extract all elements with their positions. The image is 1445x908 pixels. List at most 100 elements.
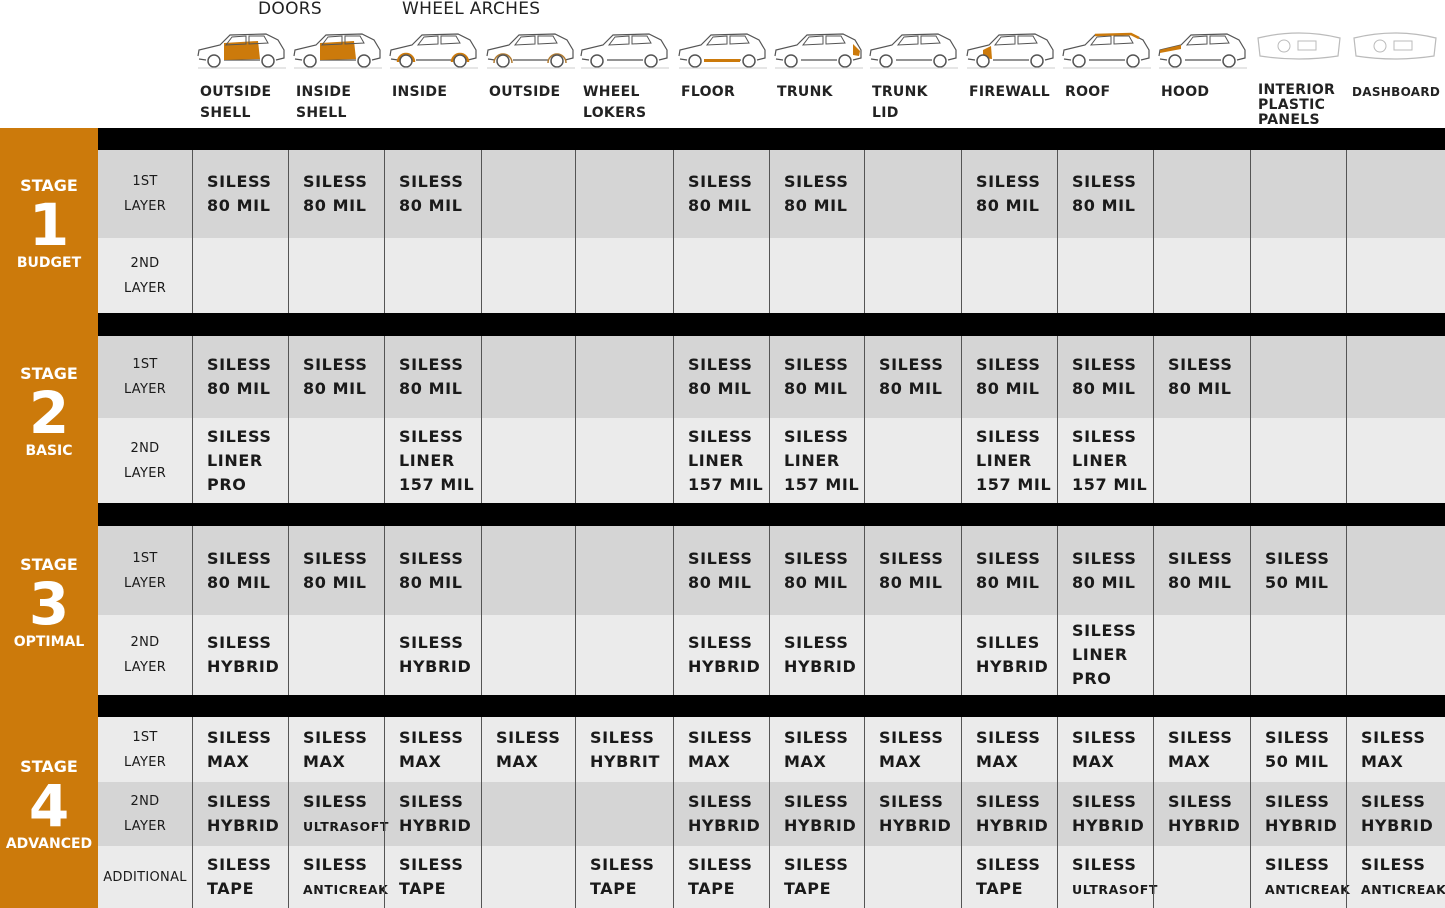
- stage-column: [0, 128, 98, 908]
- table-cell: [1250, 238, 1346, 313]
- cell-text: SILESS HYBRID: [399, 633, 472, 676]
- table-cell: SILESS MAX: [1057, 717, 1153, 782]
- column-label: INSIDE: [392, 84, 448, 100]
- layer-label: 1ST LAYER: [123, 357, 167, 397]
- table-cell: SILESS 80 MIL: [864, 336, 961, 418]
- cell-text: SILESS LINER 157 MIL: [1072, 426, 1148, 494]
- table-cell: SILESS 80 MIL: [961, 150, 1057, 238]
- layer-label: 1ST LAYER: [123, 174, 167, 214]
- table-cell: SILESS LINER PRO: [1057, 615, 1153, 695]
- column-label: ROOF: [1065, 84, 1111, 100]
- table-cell: SILESS 80 MIL: [192, 150, 288, 238]
- table-cell: [384, 238, 481, 313]
- stage-name: BASIC: [25, 442, 73, 459]
- table-cell: [288, 238, 384, 313]
- stage-word: STAGE: [20, 554, 78, 574]
- column-label: FLOOR: [681, 84, 736, 100]
- cell-text: SILESS ANTICREAK: [1265, 854, 1351, 897]
- table-cell: SILESS 80 MIL: [769, 526, 864, 615]
- car-wheel-arches-highlight-icon: [388, 26, 480, 74]
- stage-name: OPTIMAL: [13, 633, 85, 650]
- column-label: INSIDE SHELL: [296, 84, 352, 121]
- cell-text: SILESS ULTRASOFT: [1072, 854, 1158, 897]
- stage-number: 3: [28, 569, 70, 638]
- table-cell: [481, 238, 575, 313]
- stage-divider: [98, 503, 1445, 526]
- table-cell: [1057, 238, 1153, 313]
- table-cell: SILESS 50 MIL: [1250, 717, 1346, 782]
- table-cell: SILESS LINER 157 MIL: [673, 418, 769, 503]
- cell-text: SILESS MAX: [784, 727, 849, 771]
- table-cell: SILESS ANTICREAK: [288, 846, 388, 908]
- cell-text: SILESS HYBRID: [1361, 792, 1434, 835]
- table-cell: [192, 238, 288, 313]
- table-cell: [1153, 150, 1250, 238]
- table-cell: SILLES HYBRID: [961, 615, 1057, 695]
- table-cell: [1346, 336, 1445, 418]
- column-header: TRUNK: [769, 26, 864, 126]
- table-cell: SILESS MAX: [1153, 717, 1250, 782]
- table-cell: SILESS LINER 157 MIL: [384, 418, 481, 503]
- table-cell: [1250, 615, 1346, 695]
- table-cell: [1346, 418, 1445, 503]
- stage-name: BUDGET: [16, 254, 82, 271]
- cell-text: SILESS 80 MIL: [688, 172, 753, 215]
- cell-text: SILESS MAX: [303, 727, 368, 771]
- cell-text: SILLES HYBRID: [976, 633, 1049, 676]
- table-cell: SILESS TAPE: [769, 846, 864, 908]
- cell-text: SILESS 80 MIL: [207, 355, 272, 398]
- layer-label: 2ND LAYER: [123, 440, 167, 481]
- table-cell: SILESS 80 MIL: [1057, 150, 1153, 238]
- column-header: DASHBOARD: [1346, 26, 1445, 126]
- table-row: 1ST LAYER SILESS 80 MIL SILESS 80 MIL SILES…: [98, 150, 1445, 238]
- dashboard-icon: [1350, 26, 1440, 72]
- cell-text: SILESS 50 MIL: [1265, 548, 1330, 592]
- car-doors-highlight-icon: [196, 26, 288, 74]
- table-cell: [1250, 418, 1346, 503]
- table-cell: SILESS 80 MIL: [1057, 526, 1153, 615]
- cell-text: SILESS MAX: [976, 727, 1041, 771]
- table-cell: [864, 238, 961, 313]
- table-row: 1ST LAYER SILESS MAX SILESS MAX SILESS MAX S…: [98, 717, 1445, 782]
- table-cell: SILESS HYBRID: [192, 615, 288, 695]
- group-label-doors: DOORS: [258, 0, 322, 19]
- cell-text: SILESS 80 MIL: [1168, 355, 1233, 398]
- cell-text: SILESS 80 MIL: [879, 355, 944, 398]
- table-cell: SILESS 80 MIL: [769, 336, 864, 418]
- table-cell: SILESS ULTRASOFT: [1057, 846, 1157, 908]
- cell-text: SILESS 80 MIL: [399, 355, 464, 398]
- table-cell: [1153, 418, 1250, 503]
- cell-text: SILESS HYBRID: [879, 792, 952, 835]
- table-cell: [575, 238, 673, 313]
- stage-word: STAGE: [20, 175, 78, 195]
- table-cell: [1153, 238, 1250, 313]
- layer-label: ADDITIONAL: [103, 869, 187, 885]
- table-cell: [575, 150, 673, 238]
- table-cell: [481, 336, 575, 418]
- cell-text: SILESS 80 MIL: [976, 355, 1041, 398]
- table-cell: SILESS HYBRIT: [575, 717, 673, 782]
- table-cell: SILESS 80 MIL: [288, 150, 384, 238]
- cell-text: SILESS 80 MIL: [784, 548, 849, 592]
- cell-text: SILESS HYBRID: [976, 792, 1049, 835]
- table-cell: SILESS 80 MIL: [864, 526, 961, 615]
- cell-text: SILESS 80 MIL: [303, 355, 368, 398]
- table-cell: [864, 615, 961, 695]
- cell-text: SILESS MAX: [688, 727, 753, 771]
- stage-divider: [98, 695, 1445, 717]
- table-cell: SILESS HYBRID: [384, 782, 481, 846]
- table-cell: SILESS ULTRASOFT: [288, 782, 388, 846]
- cell-text: SILESS HYBRID: [207, 792, 280, 835]
- table-cell: SILESS HYBRID: [769, 615, 864, 695]
- table-row: ADDITIONAL SILESS TAPE SILESS ANTICREAK SIL…: [98, 846, 1445, 908]
- column-label: INTERIOR PLASTIC PANELS: [1258, 82, 1336, 128]
- table-cell: [769, 238, 864, 313]
- cell-text: SILESS HYBRID: [784, 792, 857, 835]
- table-cell: SILESS TAPE: [575, 846, 673, 908]
- cell-text: SILESS HYBRID: [688, 633, 761, 676]
- car-roof-highlight-icon: [1061, 26, 1153, 74]
- table-cell: SILESS MAX: [864, 717, 961, 782]
- column-header: HOOD: [1153, 26, 1250, 126]
- stage-3-label: STAGE 3 OPTIMAL: [0, 555, 98, 650]
- table-cell: [575, 526, 673, 615]
